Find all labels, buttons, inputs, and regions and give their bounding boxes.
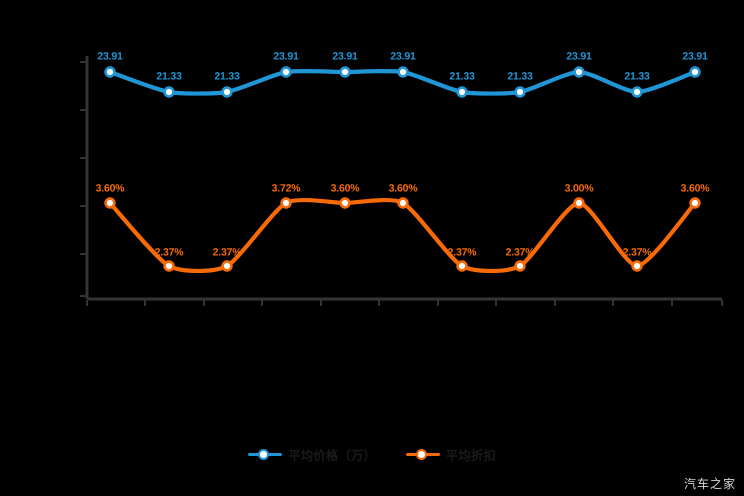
data-point-marker	[456, 86, 468, 98]
x-axis-ticks	[86, 300, 723, 306]
data-point-marker	[104, 197, 116, 209]
data-point-marker	[221, 260, 233, 272]
data-point-label: 2.37%	[154, 246, 184, 259]
data-point-marker	[689, 66, 701, 78]
axis-group	[80, 56, 723, 306]
data-point-label: 21.33	[214, 70, 240, 83]
data-point-label: 3.00%	[564, 182, 594, 195]
data-point-label: 3.60%	[95, 182, 125, 195]
data-point-label: 2.37%	[212, 246, 242, 259]
data-point-label: 3.60%	[680, 182, 710, 195]
legend-label-average-price: 平均价格（万）	[288, 448, 376, 463]
data-point-marker	[104, 66, 116, 78]
data-point-label: 21.33	[507, 70, 533, 83]
data-point-label: 23.91	[566, 50, 592, 63]
data-point-marker	[631, 86, 643, 98]
data-point-label: 3.60%	[388, 182, 418, 195]
data-point-marker	[280, 197, 292, 209]
y-axis-ticks	[80, 61, 86, 297]
data-point-marker	[631, 260, 643, 272]
data-point-marker	[221, 86, 233, 98]
data-point-label: 3.72%	[271, 182, 301, 195]
data-point-marker	[573, 66, 585, 78]
data-point-marker	[397, 197, 409, 209]
data-point-label: 3.60%	[330, 182, 360, 195]
data-point-marker	[339, 66, 351, 78]
series-markers-average-discount	[104, 197, 701, 272]
data-point-marker	[339, 197, 351, 209]
data-point-label: 2.37%	[505, 246, 535, 259]
chart-legend: 平均价格（万） 平均折扣	[0, 440, 744, 468]
circle-line-icon	[248, 447, 283, 461]
data-point-marker	[573, 197, 585, 209]
data-point-label: 2.37%	[622, 246, 652, 259]
legend-item-average-price[interactable]: 平均价格（万）	[248, 445, 376, 464]
data-point-label: 23.91	[332, 50, 358, 63]
data-point-label: 21.33	[624, 70, 650, 83]
circle-line-icon	[405, 447, 440, 461]
series-markers-average-price	[104, 66, 701, 98]
legend-item-average-discount[interactable]: 平均折扣	[405, 445, 496, 464]
data-point-marker	[397, 66, 409, 78]
data-point-marker	[456, 260, 468, 272]
data-point-label: 21.33	[449, 70, 475, 83]
data-point-label: 21.33	[156, 70, 182, 83]
data-point-label: 23.91	[97, 50, 123, 63]
data-point-label: 2.37%	[447, 246, 477, 259]
data-point-label: 23.91	[273, 50, 299, 63]
data-point-marker	[280, 66, 292, 78]
data-point-label: 23.91	[390, 50, 416, 63]
data-point-label: 23.91	[682, 50, 708, 63]
data-point-marker	[514, 86, 526, 98]
data-point-marker	[689, 197, 701, 209]
watermark: 汽车之家	[683, 477, 736, 491]
data-point-marker	[163, 86, 175, 98]
legend-label-average-discount: 平均折扣	[445, 448, 496, 463]
data-point-marker	[514, 260, 526, 272]
series-line-average-discount	[107, 197, 698, 274]
data-point-marker	[163, 260, 175, 272]
